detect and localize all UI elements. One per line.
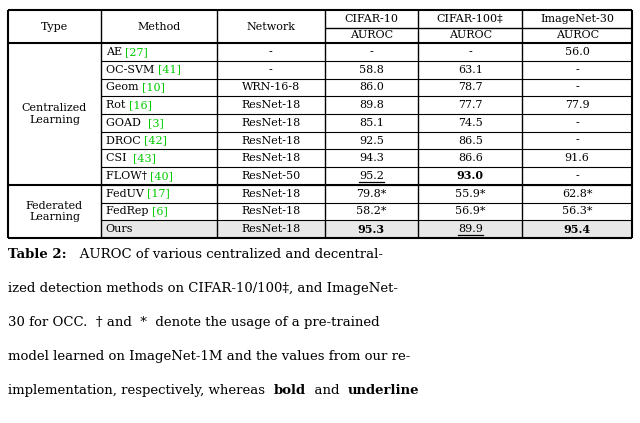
Text: [40]: [40] xyxy=(150,171,173,181)
Text: ResNet-18: ResNet-18 xyxy=(241,118,300,128)
Text: AUROC of various centralized and decentral-: AUROC of various centralized and decentr… xyxy=(67,248,383,261)
Text: 86.5: 86.5 xyxy=(458,135,483,146)
Text: CIFAR-100‡: CIFAR-100‡ xyxy=(437,14,504,24)
Text: GOAD: GOAD xyxy=(106,118,148,128)
Text: 85.1: 85.1 xyxy=(359,118,384,128)
Bar xyxy=(101,220,632,238)
Text: [17]: [17] xyxy=(147,189,170,199)
Text: model learned on ImageNet-1M and the values from our re-: model learned on ImageNet-1M and the val… xyxy=(8,350,410,363)
Text: AUROC: AUROC xyxy=(350,30,393,41)
Text: FedUV: FedUV xyxy=(106,189,147,199)
Text: 58.2*: 58.2* xyxy=(356,206,387,217)
Text: 89.8: 89.8 xyxy=(359,100,384,110)
Text: 95.4: 95.4 xyxy=(564,224,591,235)
Text: 74.5: 74.5 xyxy=(458,118,483,128)
Text: 77.9: 77.9 xyxy=(565,100,589,110)
Text: 58.8: 58.8 xyxy=(359,65,384,74)
Text: AUROC: AUROC xyxy=(556,30,598,41)
Text: AUROC: AUROC xyxy=(449,30,492,41)
Text: WRN-16-8: WRN-16-8 xyxy=(242,82,300,92)
Text: -: - xyxy=(369,47,373,57)
Text: ResNet-18: ResNet-18 xyxy=(241,206,300,217)
Text: 78.7: 78.7 xyxy=(458,82,483,92)
Text: [3]: [3] xyxy=(148,118,164,128)
Text: Centralized
Learning: Centralized Learning xyxy=(22,103,87,125)
Text: 62.8*: 62.8* xyxy=(562,189,593,199)
Text: implementation, respectively, whereas: implementation, respectively, whereas xyxy=(8,384,273,397)
Text: [42]: [42] xyxy=(144,135,167,146)
Text: FLOW†: FLOW† xyxy=(106,171,150,181)
Text: 56.3*: 56.3* xyxy=(562,206,593,217)
Text: [27]: [27] xyxy=(125,47,148,57)
Text: 95.3: 95.3 xyxy=(358,224,385,235)
Text: -: - xyxy=(575,135,579,146)
Text: [16]: [16] xyxy=(129,100,152,110)
Text: ResNet-50: ResNet-50 xyxy=(241,171,300,181)
Text: 63.1: 63.1 xyxy=(458,65,483,74)
Text: 94.3: 94.3 xyxy=(359,153,384,163)
Text: -: - xyxy=(575,82,579,92)
Text: ResNet-18: ResNet-18 xyxy=(241,224,300,234)
Text: 91.6: 91.6 xyxy=(564,153,589,163)
Text: CSI: CSI xyxy=(106,153,134,163)
Text: bold: bold xyxy=(273,384,306,397)
Text: [6]: [6] xyxy=(152,206,168,217)
Text: ResNet-18: ResNet-18 xyxy=(241,153,300,163)
Text: and: and xyxy=(306,384,348,397)
Text: Rot: Rot xyxy=(106,100,129,110)
Text: -: - xyxy=(269,47,273,57)
Text: 93.0: 93.0 xyxy=(457,170,484,181)
Text: ized detection methods on CIFAR-10/100‡, and ImageNet-: ized detection methods on CIFAR-10/100‡,… xyxy=(8,282,398,295)
Text: -: - xyxy=(468,47,472,57)
Text: Method: Method xyxy=(137,22,180,32)
Text: 56.0: 56.0 xyxy=(564,47,589,57)
Text: 86.6: 86.6 xyxy=(458,153,483,163)
Text: DROC: DROC xyxy=(106,135,144,146)
Text: ResNet-18: ResNet-18 xyxy=(241,189,300,199)
Text: OC-SVM: OC-SVM xyxy=(106,65,157,74)
Text: [10]: [10] xyxy=(142,82,165,92)
Text: 55.9*: 55.9* xyxy=(455,189,486,199)
Text: ResNet-18: ResNet-18 xyxy=(241,100,300,110)
Text: -: - xyxy=(269,65,273,74)
Text: underline: underline xyxy=(348,384,419,397)
Text: CIFAR-10: CIFAR-10 xyxy=(344,14,398,24)
Text: ImageNet-30: ImageNet-30 xyxy=(540,14,614,24)
Text: 30 for OCC.  † and  *  denote the usage of a pre-trained: 30 for OCC. † and * denote the usage of … xyxy=(8,316,380,329)
Text: Federated
Learning: Federated Learning xyxy=(26,201,83,222)
Text: 92.5: 92.5 xyxy=(359,135,384,146)
Text: AE: AE xyxy=(106,47,125,57)
Text: 89.9: 89.9 xyxy=(458,224,483,234)
Text: Network: Network xyxy=(246,22,295,32)
Text: 79.8*: 79.8* xyxy=(356,189,387,199)
Text: 86.0: 86.0 xyxy=(359,82,384,92)
Text: Geom: Geom xyxy=(106,82,142,92)
Text: 56.9*: 56.9* xyxy=(455,206,486,217)
Text: -: - xyxy=(575,171,579,181)
Text: Table 2:: Table 2: xyxy=(8,248,67,261)
Text: -: - xyxy=(575,65,579,74)
Text: Type: Type xyxy=(41,22,68,32)
Text: -: - xyxy=(575,118,579,128)
Text: [43]: [43] xyxy=(134,153,157,163)
Text: ResNet-18: ResNet-18 xyxy=(241,135,300,146)
Text: [41]: [41] xyxy=(157,65,180,74)
Text: 95.2: 95.2 xyxy=(359,171,384,181)
Text: 77.7: 77.7 xyxy=(458,100,483,110)
Text: FedRep: FedRep xyxy=(106,206,152,217)
Text: Ours: Ours xyxy=(106,224,133,234)
